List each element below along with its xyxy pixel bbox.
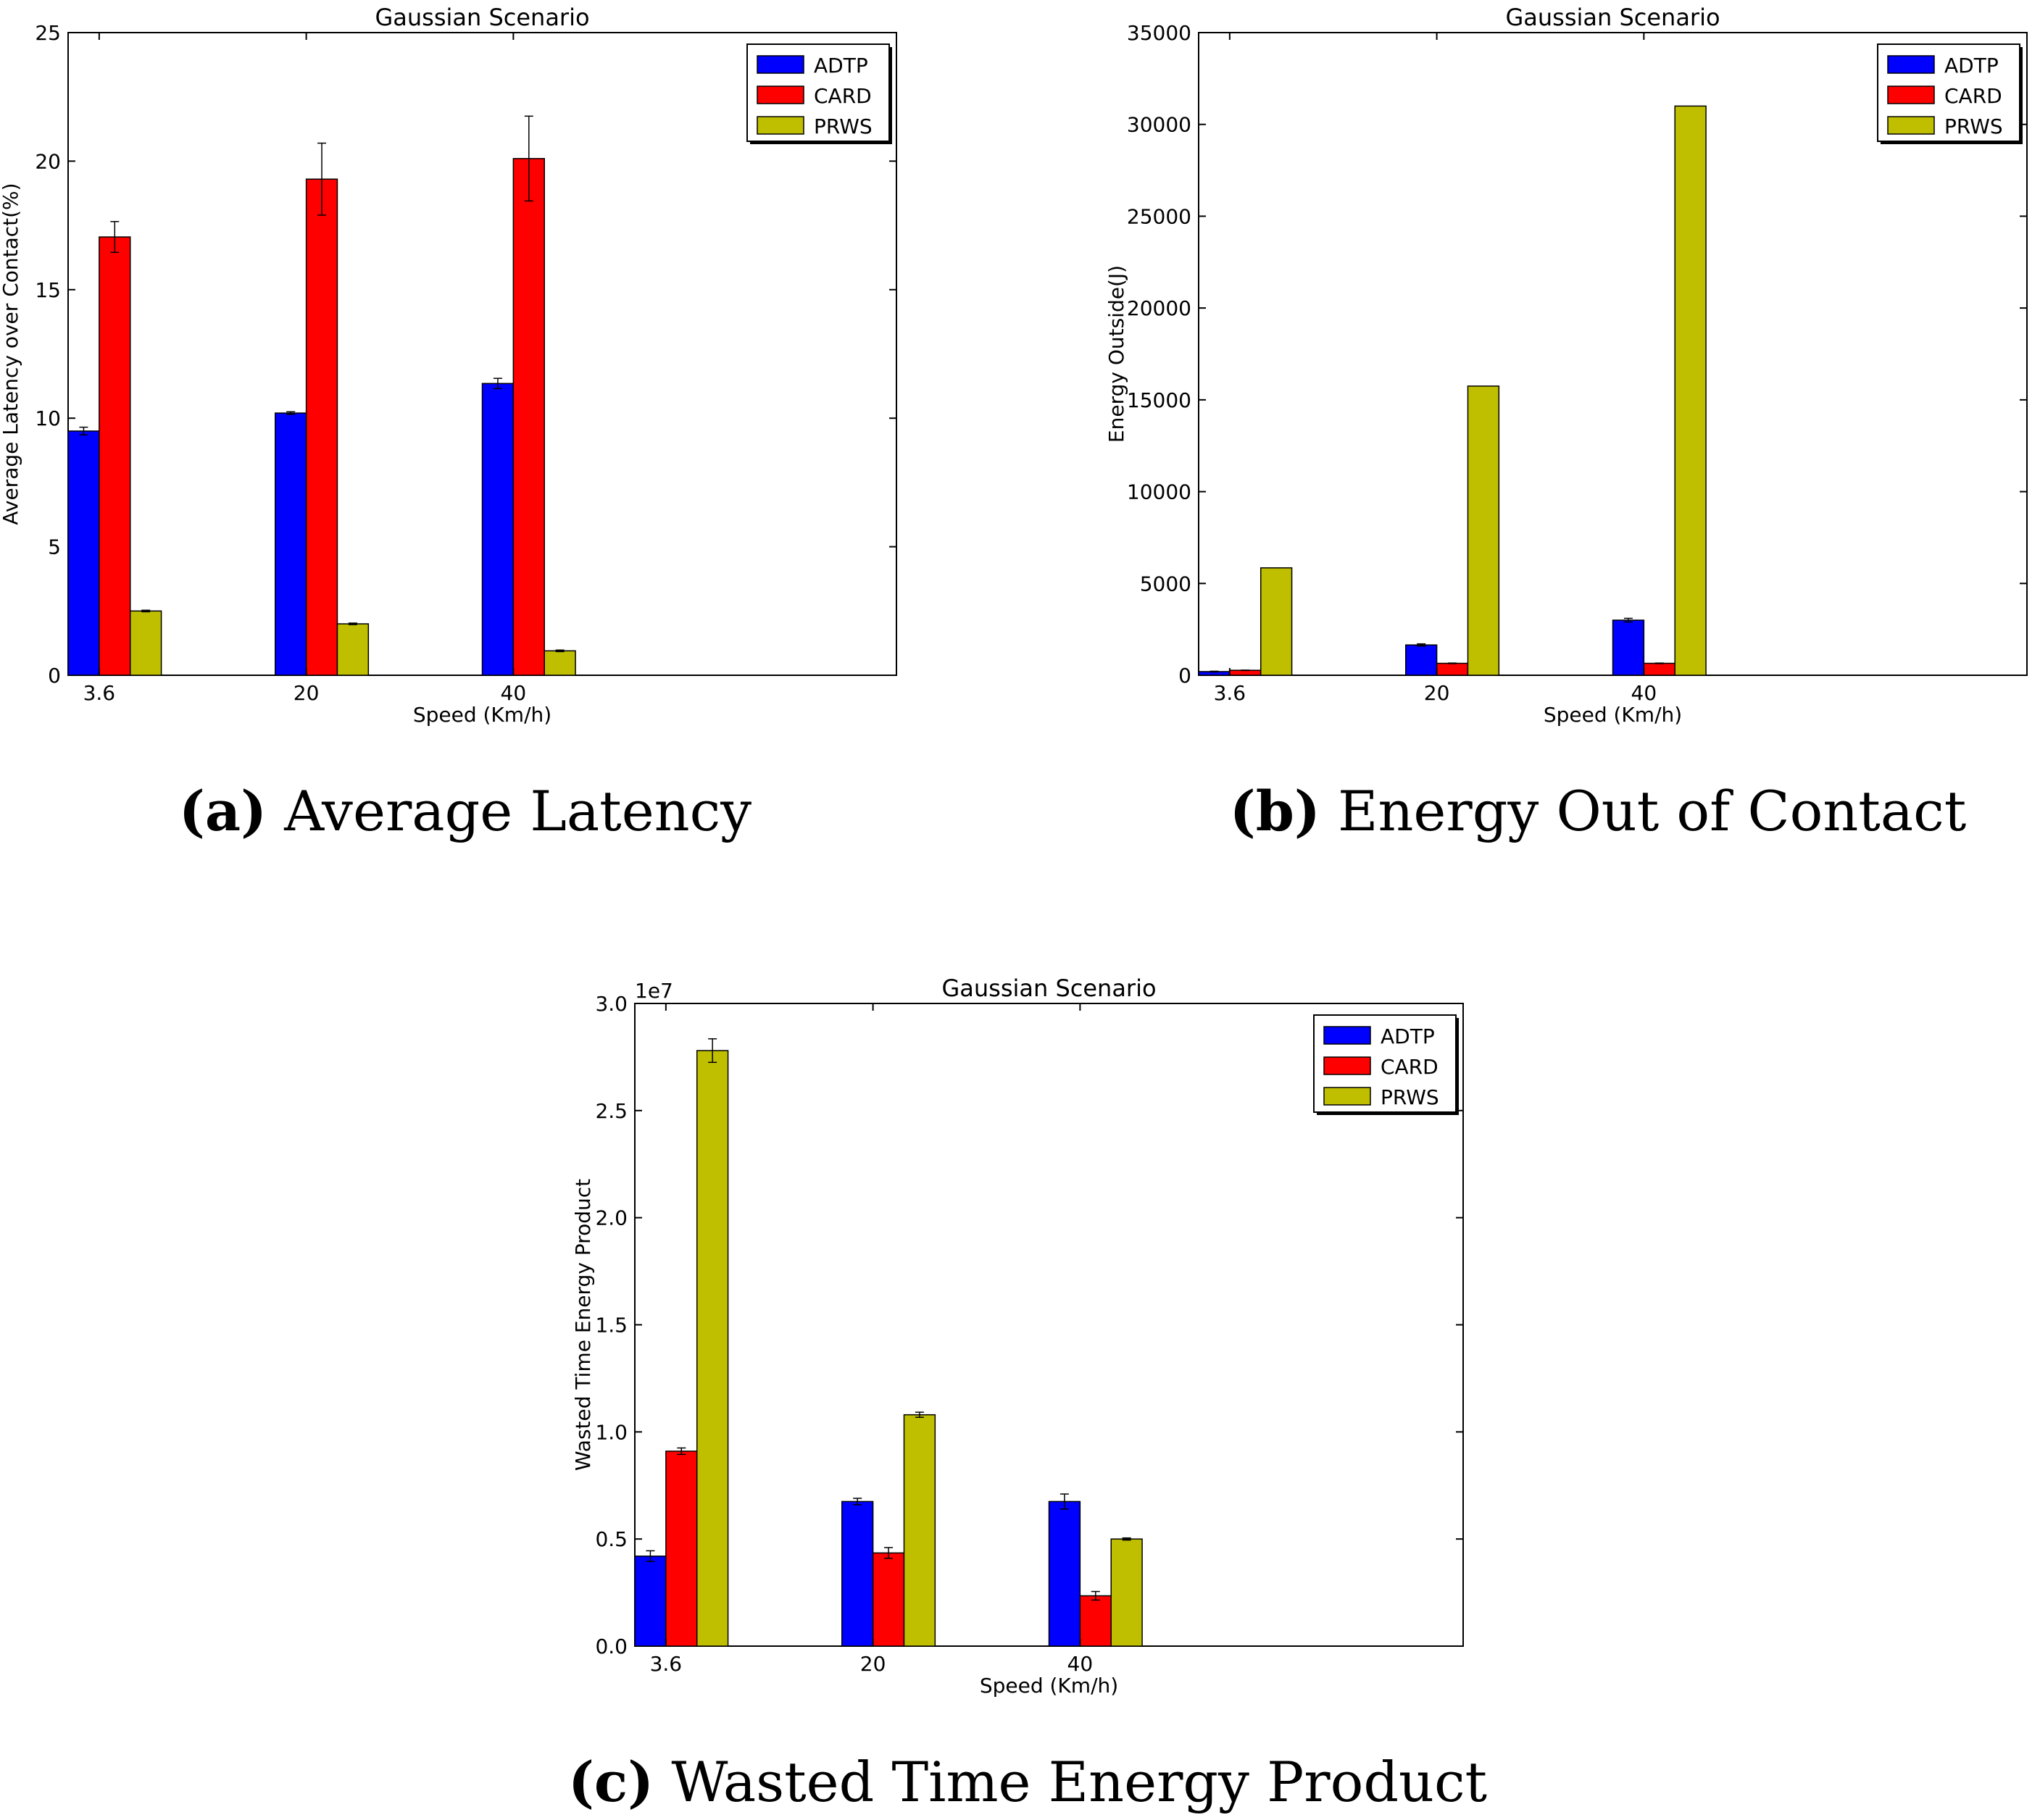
chart-1: Gaussian Scenario 0 5 10 15 20 25 3.6 20 40Speed …: [0, 4, 897, 727]
y-tick-label: 20: [35, 149, 61, 173]
bar-card-20: [305, 178, 338, 676]
chart-title: Gaussian Scenario: [941, 974, 1156, 1002]
y-tick-label: 15000: [1127, 388, 1191, 412]
y-tick-label: 25: [35, 21, 61, 45]
bar-adtp-20: [841, 1500, 874, 1647]
bar-card-3.6: [1229, 669, 1262, 676]
legend-label-card: CARD: [1381, 1055, 1439, 1079]
legend-label-prws: PRWS: [1381, 1085, 1439, 1109]
y-tick-label: 35000: [1127, 21, 1191, 45]
y-tick-label: 20000: [1127, 296, 1191, 320]
legend-label-card: CARD: [1944, 84, 2002, 108]
legend-label-adtp: ADTP: [814, 54, 868, 78]
x-axis-label: Speed (Km/h): [1544, 703, 1682, 727]
legend-swatch-card: [757, 85, 804, 104]
y-tick-label: 0: [48, 664, 61, 688]
legend-label-prws: PRWS: [814, 114, 873, 138]
bar-prws-20: [903, 1414, 936, 1647]
y-tick-label: 1.5: [595, 1314, 628, 1337]
bar-prws-20: [336, 623, 370, 676]
legend: ADTP CARD PRWS: [746, 43, 892, 144]
bar-prws-40: [1110, 1538, 1143, 1647]
y-tick-label: 0.5: [595, 1527, 628, 1551]
legend-swatch-adtp: [757, 55, 804, 74]
x-axis-label: Speed (Km/h): [413, 703, 551, 727]
x-axis-label: Speed (Km/h): [980, 1674, 1118, 1698]
x-tick-label: 20: [293, 681, 320, 705]
y-tick-label: 30000: [1127, 113, 1191, 137]
y-tick-label: 2.5: [595, 1099, 628, 1123]
bar-adtp-20: [1405, 644, 1438, 676]
y-tick-label: 10000: [1127, 480, 1191, 504]
y-tick-label: 2.0: [595, 1206, 628, 1230]
bar-card-40: [1643, 662, 1675, 676]
legend-label-card: CARD: [814, 84, 872, 108]
y-tick-label: 5000: [1140, 572, 1191, 596]
bar-adtp-40: [1048, 1500, 1081, 1647]
x-tick-label: 3.6: [1214, 681, 1246, 705]
bar-prws-20: [1467, 385, 1500, 676]
y-tick-label: 1.0: [595, 1420, 628, 1444]
legend-swatch-card: [1323, 1056, 1371, 1075]
legend: ADTP CARD PRWS: [1877, 43, 2023, 144]
bar-prws-3.6: [696, 1050, 729, 1647]
y-tick-label: 10: [35, 406, 61, 430]
legend-label-prws: PRWS: [1944, 114, 2003, 138]
legend-swatch-prws: [1887, 116, 1935, 135]
chart-title: Gaussian Scenario: [375, 4, 589, 31]
caption-a: (a) Average Latency: [178, 779, 752, 843]
x-tick-label: 40: [1067, 1652, 1094, 1676]
legend-swatch-adtp: [1887, 55, 1935, 74]
bar-prws-3.6: [129, 610, 162, 676]
y-tick-label: 15: [35, 278, 61, 302]
bar-card-20: [1436, 662, 1469, 676]
y-tick-label: 5: [48, 535, 61, 559]
caption-b: (b) Energy Out of Contact: [1229, 779, 1967, 843]
bar-adtp-40: [481, 383, 515, 676]
y-axis-label: Average Latency over Contact(%): [0, 183, 22, 525]
y-tick-label: 25000: [1127, 204, 1191, 228]
legend-swatch-adtp: [1323, 1026, 1371, 1045]
y-axis-label: Wasted Time Energy Product: [571, 1179, 595, 1471]
x-tick-label: 20: [860, 1652, 886, 1676]
bar-card-40: [1079, 1595, 1112, 1647]
y-tick-label: 0.0: [595, 1635, 628, 1658]
bar-card-3.6: [99, 236, 131, 676]
chart-3: Gaussian Scenario 0.0 0.5 1.0 1.5 2.0 2.5 3.0 1e…: [571, 974, 1464, 1698]
legend-label-adtp: ADTP: [1944, 54, 1999, 78]
x-tick-label: 20: [1424, 681, 1450, 705]
bar-adtp-3.6: [67, 430, 100, 676]
y-tick-label: 0: [1178, 664, 1191, 688]
y-exponent-label: 1e7: [635, 979, 673, 1003]
bar-adtp-3.6: [634, 1556, 667, 1647]
x-tick-label: 3.6: [650, 1652, 683, 1676]
bar-prws-3.6: [1260, 567, 1293, 676]
x-tick-label: 40: [501, 681, 527, 705]
bar-card-20: [872, 1552, 905, 1647]
legend-swatch-prws: [1323, 1087, 1371, 1106]
bar-adtp-40: [1612, 619, 1645, 676]
y-axis-label: Energy Outside(J): [1104, 265, 1128, 443]
chart-title: Gaussian Scenario: [1505, 4, 1720, 31]
x-tick-label: 40: [1631, 681, 1657, 705]
bar-card-40: [512, 158, 545, 676]
caption-c: (c) Wasted Time Energy Product: [567, 1750, 1488, 1814]
bar-prws-40: [544, 650, 576, 676]
legend-label-adtp: ADTP: [1381, 1024, 1435, 1048]
legend: ADTP CARD PRWS: [1313, 1014, 1459, 1115]
legend-swatch-prws: [757, 116, 804, 135]
x-tick-label: 3.6: [83, 681, 116, 705]
chart-2: Gaussian Scenario 0 5000 10000 15000 20000 250…: [1104, 4, 2028, 727]
legend-swatch-card: [1887, 85, 1935, 104]
bar-card-3.6: [665, 1450, 698, 1647]
bar-adtp-20: [275, 412, 307, 676]
y-tick-label: 3.0: [595, 992, 628, 1016]
bar-prws-40: [1674, 105, 1707, 676]
